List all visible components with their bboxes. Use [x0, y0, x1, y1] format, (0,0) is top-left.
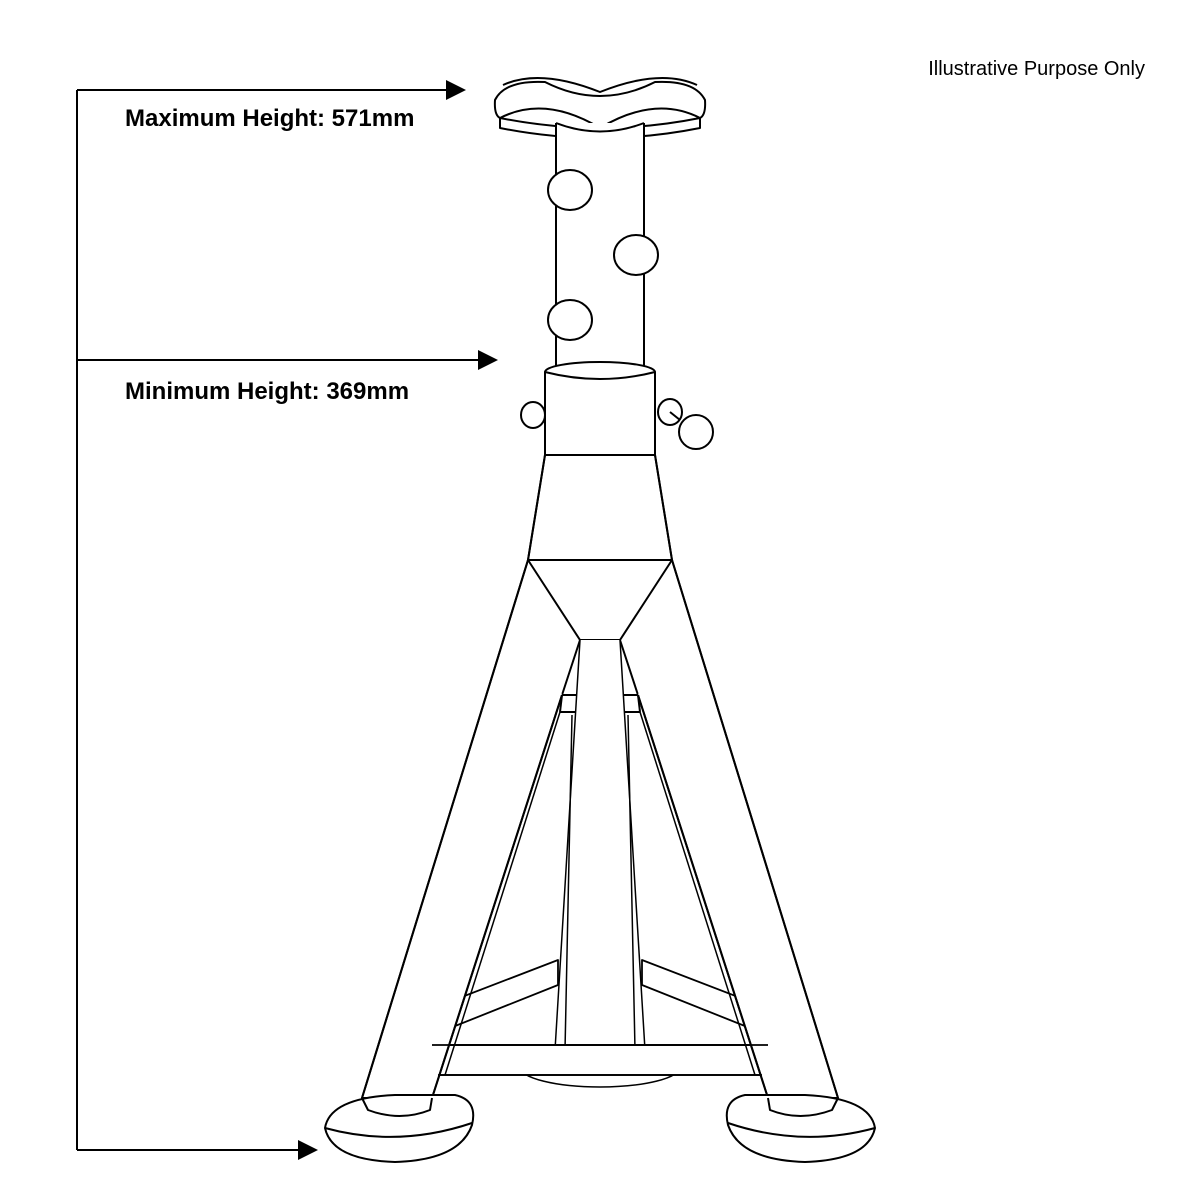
collar — [521, 362, 713, 455]
inner-post — [548, 123, 658, 376]
max-height-label: Maximum Height: 571mm — [125, 105, 414, 133]
right-foot — [727, 1095, 875, 1162]
disclaimer-text: Illustrative Purpose Only — [928, 58, 1145, 81]
jack-stand-drawing — [325, 78, 875, 1162]
min-height-label: Minimum Height: 369mm — [125, 378, 409, 406]
left-foot — [325, 1095, 473, 1162]
jack-stand-diagram — [0, 0, 1200, 1200]
